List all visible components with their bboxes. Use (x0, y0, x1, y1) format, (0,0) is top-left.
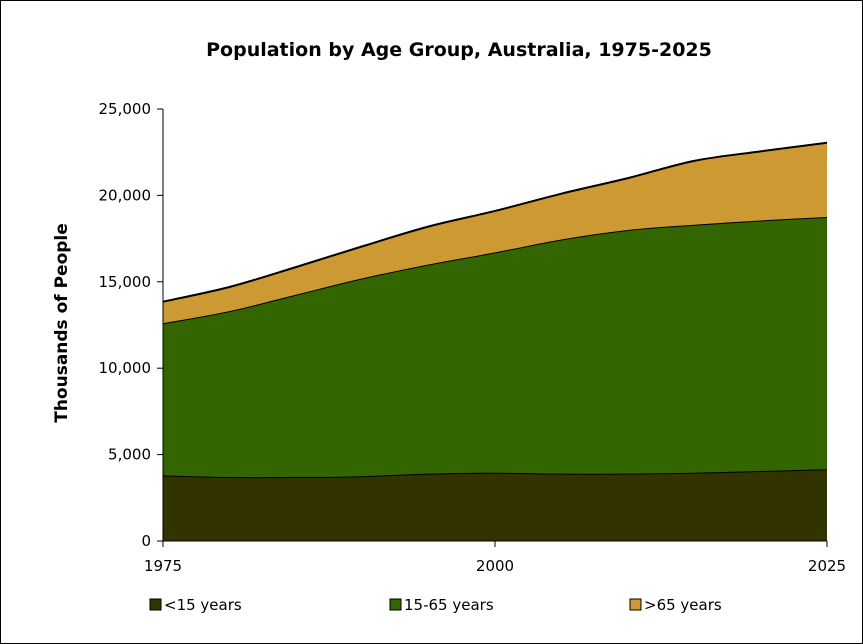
area-series-0 (163, 469, 827, 541)
y-tick-label: 5,000 (108, 446, 151, 464)
y-tick-label: 10,000 (99, 359, 152, 377)
legend-label-0: <15 years (164, 596, 242, 614)
y-tick-label: 15,000 (99, 273, 152, 291)
legend-swatch-2 (629, 598, 642, 611)
plot-areas (162, 141, 828, 541)
y-tick-label: 25,000 (99, 100, 152, 118)
axes: 0 5,000 10,000 15,000 20,000 25,000 1975 2000 20… (99, 100, 847, 575)
x-tick-label: 1975 (144, 557, 182, 575)
y-tick-label: 20,000 (99, 186, 152, 204)
x-tick-label: 2025 (808, 557, 846, 575)
area-series-2 (163, 142, 827, 324)
legend-swatch-1 (389, 598, 402, 611)
x-tick-label: 2000 (476, 557, 514, 575)
y-axis-label: Thousands of People (52, 223, 72, 423)
chart-title: Population by Age Group, Australia, 1975… (206, 39, 712, 61)
series-line-2 (162, 141, 828, 303)
area-series-1 (163, 217, 827, 478)
y-tick-label: 0 (141, 532, 151, 550)
legend-label-1: 15-65 years (404, 596, 494, 614)
legend: <15 years 15-65 years >65 years (149, 596, 722, 614)
legend-label-2: >65 years (644, 596, 722, 614)
legend-swatch-0 (149, 598, 162, 611)
